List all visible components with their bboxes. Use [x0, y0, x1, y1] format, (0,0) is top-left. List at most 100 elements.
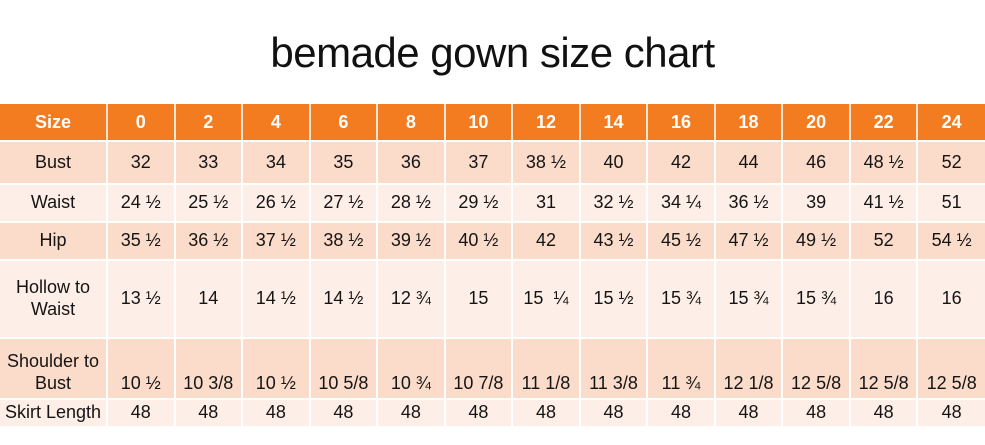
cell-hollow-to-waist-size-8: 12 ¾	[376, 259, 446, 339]
cell-skirt-length-size-20: 48	[781, 398, 851, 426]
cell-bust-size-24: 52	[916, 140, 985, 185]
row-label-skirt-length: Skirt Length	[0, 398, 108, 426]
cell-hollow-to-waist-size-24: 16	[916, 259, 985, 339]
cell-skirt-length-size-4: 48	[241, 398, 311, 426]
cell-hip-size-0: 35 ½	[106, 221, 176, 261]
cell-waist-size-20: 39	[781, 183, 851, 223]
cell-waist-size-0: 24 ½	[106, 183, 176, 223]
cell-hollow-to-waist-size-2: 14	[173, 259, 244, 339]
cell-hollow-to-waist-size-20: 15 ¾	[781, 259, 851, 339]
cell-shoulder-to-bust-size-24: 12 5/8	[916, 337, 985, 400]
cell-shoulder-to-bust-size-18: 12 1/8	[713, 337, 784, 400]
cell-hollow-to-waist-size-4: 14 ½	[241, 259, 311, 339]
cell-hip-size-12: 42	[511, 221, 581, 261]
cell-shoulder-to-bust-size-4: 10 ½	[241, 337, 311, 400]
cell-bust-size-14: 40	[578, 140, 649, 185]
cell-bust-size-6: 35	[308, 140, 379, 185]
table-row-shoulder-to-bust: Shoulder to Bust 10 ½ 10 3/8 10 ½ 10 5/8 10 ¾…	[0, 337, 985, 400]
column-header-size-14: 14	[578, 104, 649, 142]
row-label-waist: Waist	[0, 183, 108, 223]
column-header-size-4: 4	[241, 104, 311, 142]
cell-hollow-to-waist-size-22: 16	[848, 259, 919, 339]
cell-skirt-length-size-10: 48	[443, 398, 514, 426]
column-header-size-18: 18	[713, 104, 784, 142]
row-label-shoulder-to-bust: Shoulder to Bust	[0, 337, 108, 400]
cell-hip-size-6: 38 ½	[308, 221, 379, 261]
cell-skirt-length-size-18: 48	[713, 398, 784, 426]
column-header-size-12: 12	[511, 104, 581, 142]
cell-waist-size-12: 31	[511, 183, 581, 223]
cell-waist-size-2: 25 ½	[173, 183, 244, 223]
cell-waist-size-8: 28 ½	[376, 183, 446, 223]
cell-shoulder-to-bust-size-12: 11 1/8	[511, 337, 581, 400]
column-header-size-20: 20	[781, 104, 851, 142]
cell-shoulder-to-bust-size-8: 10 ¾	[376, 337, 446, 400]
column-header-size-8: 8	[376, 104, 446, 142]
cell-hip-size-18: 47 ½	[713, 221, 784, 261]
cell-hollow-to-waist-size-18: 15 ¾	[713, 259, 784, 339]
cell-hip-size-2: 36 ½	[173, 221, 244, 261]
table-row-skirt-length: Skirt Length 48 48 48 48 48 48 48 48 48 48 48 48 48	[0, 398, 985, 426]
cell-hip-size-22: 52	[848, 221, 919, 261]
cell-hollow-to-waist-size-10: 15	[443, 259, 514, 339]
column-header-size-6: 6	[308, 104, 379, 142]
cell-hollow-to-waist-size-16: 15 ¾	[646, 259, 716, 339]
cell-skirt-length-size-12: 48	[511, 398, 581, 426]
column-header-size: Size	[0, 104, 108, 142]
cell-shoulder-to-bust-size-16: 11 ¾	[646, 337, 716, 400]
cell-shoulder-to-bust-size-6: 10 5/8	[308, 337, 379, 400]
cell-waist-size-10: 29 ½	[443, 183, 514, 223]
cell-skirt-length-size-16: 48	[646, 398, 716, 426]
header-row: Size 0 2 4 6 8 10 12 14 16 18 20 22 24	[0, 104, 985, 142]
cell-bust-size-16: 42	[646, 140, 716, 185]
table-row-hip: Hip 35 ½ 36 ½ 37 ½ 38 ½ 39 ½ 40 ½ 42 43 ½ 45 ½ 47 …	[0, 221, 985, 261]
cell-waist-size-18: 36 ½	[713, 183, 784, 223]
cell-skirt-length-size-22: 48	[848, 398, 919, 426]
column-header-size-22: 22	[848, 104, 919, 142]
cell-waist-size-22: 41 ½	[848, 183, 919, 223]
cell-bust-size-8: 36	[376, 140, 446, 185]
cell-hip-size-24: 54 ½	[916, 221, 985, 261]
cell-skirt-length-size-0: 48	[106, 398, 176, 426]
cell-bust-size-18: 44	[713, 140, 784, 185]
cell-bust-size-10: 37	[443, 140, 514, 185]
column-header-size-16: 16	[646, 104, 716, 142]
cell-bust-size-12: 38 ½	[511, 140, 581, 185]
cell-bust-size-20: 46	[781, 140, 851, 185]
cell-bust-size-2: 33	[173, 140, 244, 185]
cell-waist-size-14: 32 ½	[578, 183, 649, 223]
cell-waist-size-4: 26 ½	[241, 183, 311, 223]
column-header-size-2: 2	[173, 104, 244, 142]
cell-waist-size-6: 27 ½	[308, 183, 379, 223]
table-body: Bust 32 33 34 35 36 37 38 ½ 40 42 44 46 48 ½ 52 Waist 2…	[0, 140, 985, 426]
cell-skirt-length-size-2: 48	[173, 398, 244, 426]
size-table: Size 0 2 4 6 8 10 12 14 16 18 20 22 24 Bust 32 33 34 35 36…	[0, 104, 985, 426]
cell-skirt-length-size-6: 48	[308, 398, 379, 426]
cell-hip-size-14: 43 ½	[578, 221, 649, 261]
cell-hip-size-8: 39 ½	[376, 221, 446, 261]
cell-waist-size-16: 34 ¼	[646, 183, 716, 223]
cell-hollow-to-waist-size-6: 14 ½	[308, 259, 379, 339]
cell-hollow-to-waist-size-0: 13 ½	[106, 259, 176, 339]
row-label-hip: Hip	[0, 221, 108, 261]
column-header-size-24: 24	[916, 104, 985, 142]
cell-bust-size-4: 34	[241, 140, 311, 185]
column-header-size-10: 10	[443, 104, 514, 142]
cell-shoulder-to-bust-size-10: 10 7/8	[443, 337, 514, 400]
column-header-size-0: 0	[106, 104, 176, 142]
cell-skirt-length-size-14: 48	[578, 398, 649, 426]
cell-bust-size-0: 32	[106, 140, 176, 185]
cell-shoulder-to-bust-size-20: 12 5/8	[781, 337, 851, 400]
cell-hollow-to-waist-size-14: 15 ½	[578, 259, 649, 339]
title-band: bemade gown size chart	[0, 0, 985, 104]
cell-hollow-to-waist-size-12: 15 ¼	[511, 259, 581, 339]
cell-hip-size-20: 49 ½	[781, 221, 851, 261]
page-title: bemade gown size chart	[270, 29, 715, 76]
cell-hip-size-10: 40 ½	[443, 221, 514, 261]
row-label-bust: Bust	[0, 140, 108, 185]
row-label-hollow-to-waist: Hollow to Waist	[0, 259, 108, 339]
cell-shoulder-to-bust-size-0: 10 ½	[106, 337, 176, 400]
